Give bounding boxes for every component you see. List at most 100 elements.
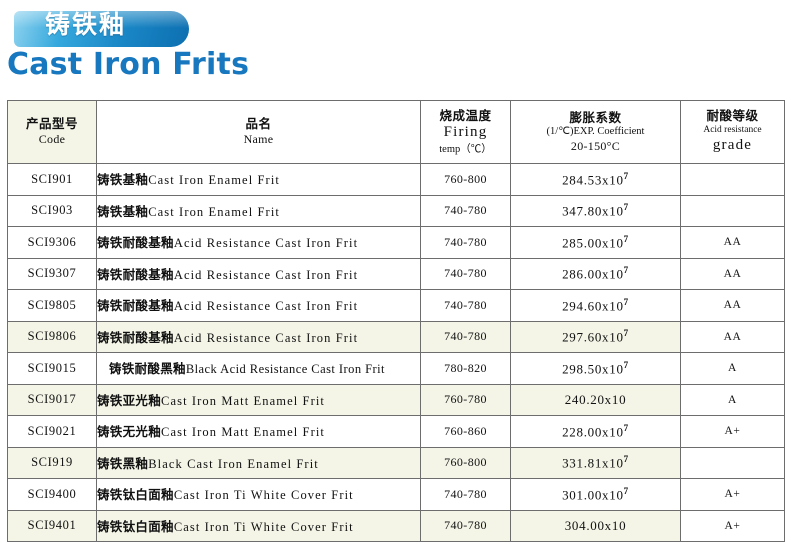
- cell-firing-temp: 740-780: [420, 226, 511, 259]
- expansion-exponent: 7: [623, 422, 629, 433]
- table-row: SCI9015 铸铁耐酸黑釉Black Acid Resistance Cast …: [7, 352, 785, 385]
- cell-expansion-coefficient: 284.53x107: [510, 163, 681, 196]
- cell-firing-temp: 740-780: [420, 509, 511, 542]
- header-cell-acid: 耐酸等级 Acid resistance grade: [680, 100, 785, 164]
- cell-name-english: Acid Resistance Cast Iron Frit: [173, 267, 359, 282]
- header-code-cn: 产品型号: [25, 116, 78, 132]
- table-row: SCI901 铸铁基釉Cast Iron Enamel Frit 760-800 28…: [7, 163, 785, 196]
- expansion-value: 304.00x10: [564, 517, 627, 533]
- header-cell-name: 品名 Name: [96, 100, 421, 164]
- page-header: 铸铁釉 Cast Iron Frits: [0, 0, 791, 94]
- cell-firing-temp: 760-800: [420, 163, 511, 196]
- table-row: SCI919 铸铁黑釉Black Cast Iron Enamel Frit 760…: [7, 446, 785, 479]
- expansion-value: 228.00x10: [562, 423, 624, 439]
- table-row: SCI9806 铸铁耐酸基釉Acid Resistance Cast Iron F…: [7, 320, 785, 353]
- cell-expansion-coefficient: 294.60x107: [510, 289, 681, 322]
- cell-firing-temp: 760-860: [420, 415, 511, 448]
- cell-acid-resistance-grade: A+: [680, 478, 785, 511]
- cell-name: 铸铁基釉Cast Iron Enamel Frit: [96, 194, 421, 227]
- cell-name-chinese: 铸铁钛白面釉: [97, 518, 174, 534]
- cell-name-chinese: 铸铁黑釉: [97, 455, 149, 471]
- expansion-exponent: 7: [623, 233, 629, 244]
- header-cell-expansion: 膨胀系数 (1/℃)EXP. Coefficient 20-150°C: [510, 100, 681, 164]
- cell-expansion-coefficient: 286.00x107: [510, 257, 681, 290]
- cell-name: 铸铁耐酸基釉Acid Resistance Cast Iron Frit: [96, 226, 421, 259]
- table-row: SCI9306 铸铁耐酸基釉Acid Resistance Cast Iron F…: [7, 226, 785, 259]
- table-row: SCI9401 铸铁钛白面釉Cast Iron Ti White Cover Fr…: [7, 509, 785, 542]
- cell-acid-resistance-grade: [680, 163, 785, 196]
- cell-name: 铸铁黑釉Black Cast Iron Enamel Frit: [96, 446, 421, 479]
- expansion-exponent: 7: [623, 296, 629, 307]
- table-row: SCI9017 铸铁亚光釉Cast Iron Matt Enamel Frit 76…: [7, 383, 785, 416]
- cell-firing-temp: 740-780: [420, 320, 511, 353]
- expansion-value: 285.00x10: [562, 234, 624, 250]
- cell-name-english: Cast Iron Enamel Frit: [148, 173, 280, 188]
- cell-expansion-coefficient: 331.81x107: [510, 446, 681, 479]
- cell-name-english: Cast Iron Enamel Frit: [148, 204, 280, 219]
- cell-code: SCI9805: [7, 289, 97, 322]
- cell-name-chinese: 铸铁耐酸基釉: [97, 298, 174, 314]
- cell-acid-resistance-grade: AA: [680, 320, 785, 353]
- header-code-en: Code: [38, 132, 66, 147]
- cell-name: 铸铁亚光釉Cast Iron Matt Enamel Frit: [96, 383, 421, 416]
- cell-name: 铸铁基釉Cast Iron Enamel Frit: [96, 163, 421, 196]
- cell-name-chinese: 铸铁耐酸基釉: [97, 266, 174, 282]
- table-row: SCI903 铸铁基釉Cast Iron Enamel Frit 740-780 34…: [7, 194, 785, 227]
- header-name-cn: 品名: [245, 116, 272, 132]
- cell-expansion-coefficient: 228.00x107: [510, 415, 681, 448]
- header-name-en: Name: [243, 132, 274, 147]
- cell-firing-temp: 780-820: [420, 352, 511, 385]
- cell-code: SCI9017: [7, 383, 97, 416]
- cell-acid-resistance-grade: AA: [680, 257, 785, 290]
- expansion-exponent: 7: [623, 328, 629, 339]
- header-acid-cn: 耐酸等级: [706, 108, 759, 124]
- cell-name-chinese: 铸铁耐酸基釉: [97, 329, 174, 345]
- cell-acid-resistance-grade: AA: [680, 226, 785, 259]
- cell-code: SCI903: [7, 194, 97, 227]
- cell-name-english: Acid Resistance Cast Iron Frit: [173, 330, 359, 345]
- header-firing-unit: temp（℃）: [439, 143, 492, 155]
- cell-firing-temp: 740-780: [420, 194, 511, 227]
- cell-firing-temp: 760-800: [420, 446, 511, 479]
- header-expansion-cn: 膨胀系数: [569, 109, 622, 125]
- cell-name: 铸铁钛白面釉Cast Iron Ti White Cover Frit: [96, 509, 421, 542]
- cell-name-chinese: 铸铁无光釉: [97, 424, 162, 440]
- table-row: SCI9307 铸铁耐酸基釉Acid Resistance Cast Iron F…: [7, 257, 785, 290]
- expansion-value: 347.80x10: [562, 203, 624, 219]
- expansion-value: 301.00x10: [562, 486, 624, 502]
- expansion-value: 240.20x10: [564, 391, 627, 407]
- cell-acid-resistance-grade: [680, 446, 785, 479]
- expansion-value: 297.60x10: [562, 329, 624, 345]
- expansion-value: 286.00x10: [562, 266, 624, 282]
- expansion-value: 284.53x10: [562, 171, 624, 187]
- header-acid-grade: grade: [712, 137, 753, 154]
- cell-name-english: Acid Resistance Cast Iron Frit: [173, 236, 359, 251]
- page-title-english: Cast Iron Frits: [7, 47, 250, 82]
- expansion-exponent: 7: [623, 202, 629, 213]
- header-cell-firing: 烧成温度 Firing temp（℃）: [420, 100, 511, 164]
- cell-name-english: Cast Iron Matt Enamel Frit: [161, 393, 326, 408]
- product-spec-table: 产品型号 Code 品名 Name 烧成温度 Firing temp（℃） 膨胀…: [7, 100, 785, 542]
- cell-name-chinese: 铸铁耐酸黑釉: [109, 361, 186, 377]
- expansion-value: 298.50x10: [562, 360, 624, 376]
- cell-code: SCI901: [7, 163, 97, 196]
- banner-title-chinese: 铸铁釉: [45, 10, 127, 39]
- header-firing-en: Firing: [443, 124, 488, 141]
- header-expansion-en: (1/℃)EXP. Coefficient: [546, 126, 645, 138]
- cell-name-chinese: 铸铁钛白面釉: [97, 487, 174, 503]
- cell-name: 铸铁耐酸黑釉Black Acid Resistance Cast Iron Fr…: [96, 352, 421, 385]
- cell-acid-resistance-grade: AA: [680, 289, 785, 322]
- cell-name-english: Acid Resistance Cast Iron Frit: [173, 299, 359, 314]
- cell-name-chinese: 铸铁基釉: [97, 172, 149, 188]
- header-firing-cn: 烧成温度: [439, 107, 492, 123]
- cell-expansion-coefficient: 285.00x107: [510, 226, 681, 259]
- expansion-value: 331.81x10: [562, 455, 624, 471]
- cell-name-english: Cast Iron Ti White Cover Frit: [173, 488, 354, 503]
- cell-firing-temp: 760-780: [420, 383, 511, 416]
- cell-acid-resistance-grade: A: [680, 352, 785, 385]
- expansion-exponent: 7: [623, 265, 629, 276]
- expansion-exponent: 7: [623, 170, 629, 181]
- header-expansion-range: 20-150°C: [570, 138, 621, 153]
- expansion-value: 294.60x10: [562, 297, 624, 313]
